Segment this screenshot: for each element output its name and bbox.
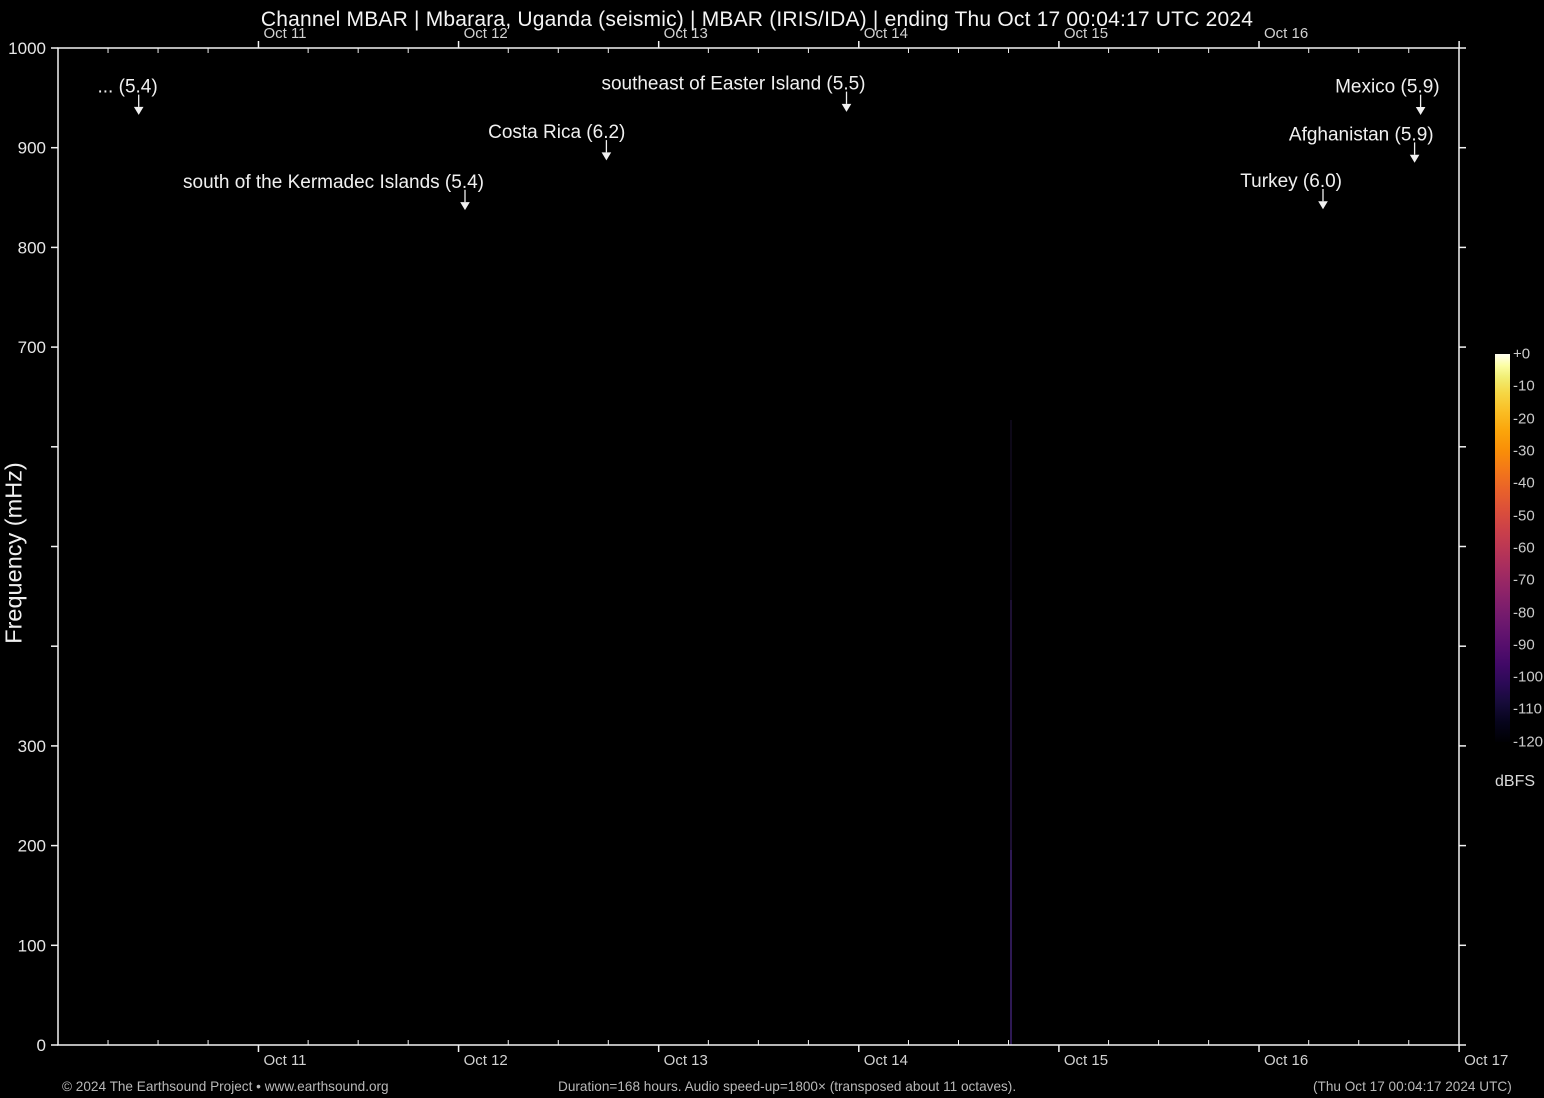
svg-text:Oct 11: Oct 11 [263,25,306,42]
svg-text:Oct 13: Oct 13 [664,1052,708,1069]
svg-text:800: 800 [18,238,46,257]
svg-text:Oct 16: Oct 16 [1264,25,1308,42]
svg-text:700: 700 [18,338,46,357]
svg-text:300: 300 [18,737,46,756]
svg-text:Mexico (5.9): Mexico (5.9) [1335,77,1440,98]
svg-text:1000: 1000 [8,39,46,58]
svg-text:Oct 13: Oct 13 [664,25,708,42]
svg-text:south of the Kermadec Islands: south of the Kermadec Islands (5.4) [183,172,484,193]
svg-text:... (5.4): ... (5.4) [98,77,158,98]
svg-text:Oct 17: Oct 17 [1464,1052,1508,1069]
svg-text:Costa Rica (6.2): Costa Rica (6.2) [488,122,625,143]
svg-text:Turkey (6.0): Turkey (6.0) [1240,171,1342,192]
svg-text:100: 100 [18,936,46,955]
svg-text:900: 900 [18,139,46,158]
svg-text:Oct 11: Oct 11 [263,1052,306,1069]
svg-text:Oct 15: Oct 15 [1064,25,1108,42]
svg-text:200: 200 [18,837,46,856]
svg-text:Oct 15: Oct 15 [1064,1052,1108,1069]
svg-text:0: 0 [37,1036,46,1055]
svg-text:Oct 14: Oct 14 [864,1052,908,1069]
svg-text:Oct 16: Oct 16 [1264,1052,1308,1069]
svg-text:southeast of Easter Island (5.: southeast of Easter Island (5.5) [601,74,865,95]
svg-text:Afghanistan (5.9): Afghanistan (5.9) [1289,124,1434,145]
svg-text:Oct 12: Oct 12 [464,25,508,42]
svg-text:Oct 14: Oct 14 [864,25,908,42]
svg-text:Oct 12: Oct 12 [464,1052,508,1069]
